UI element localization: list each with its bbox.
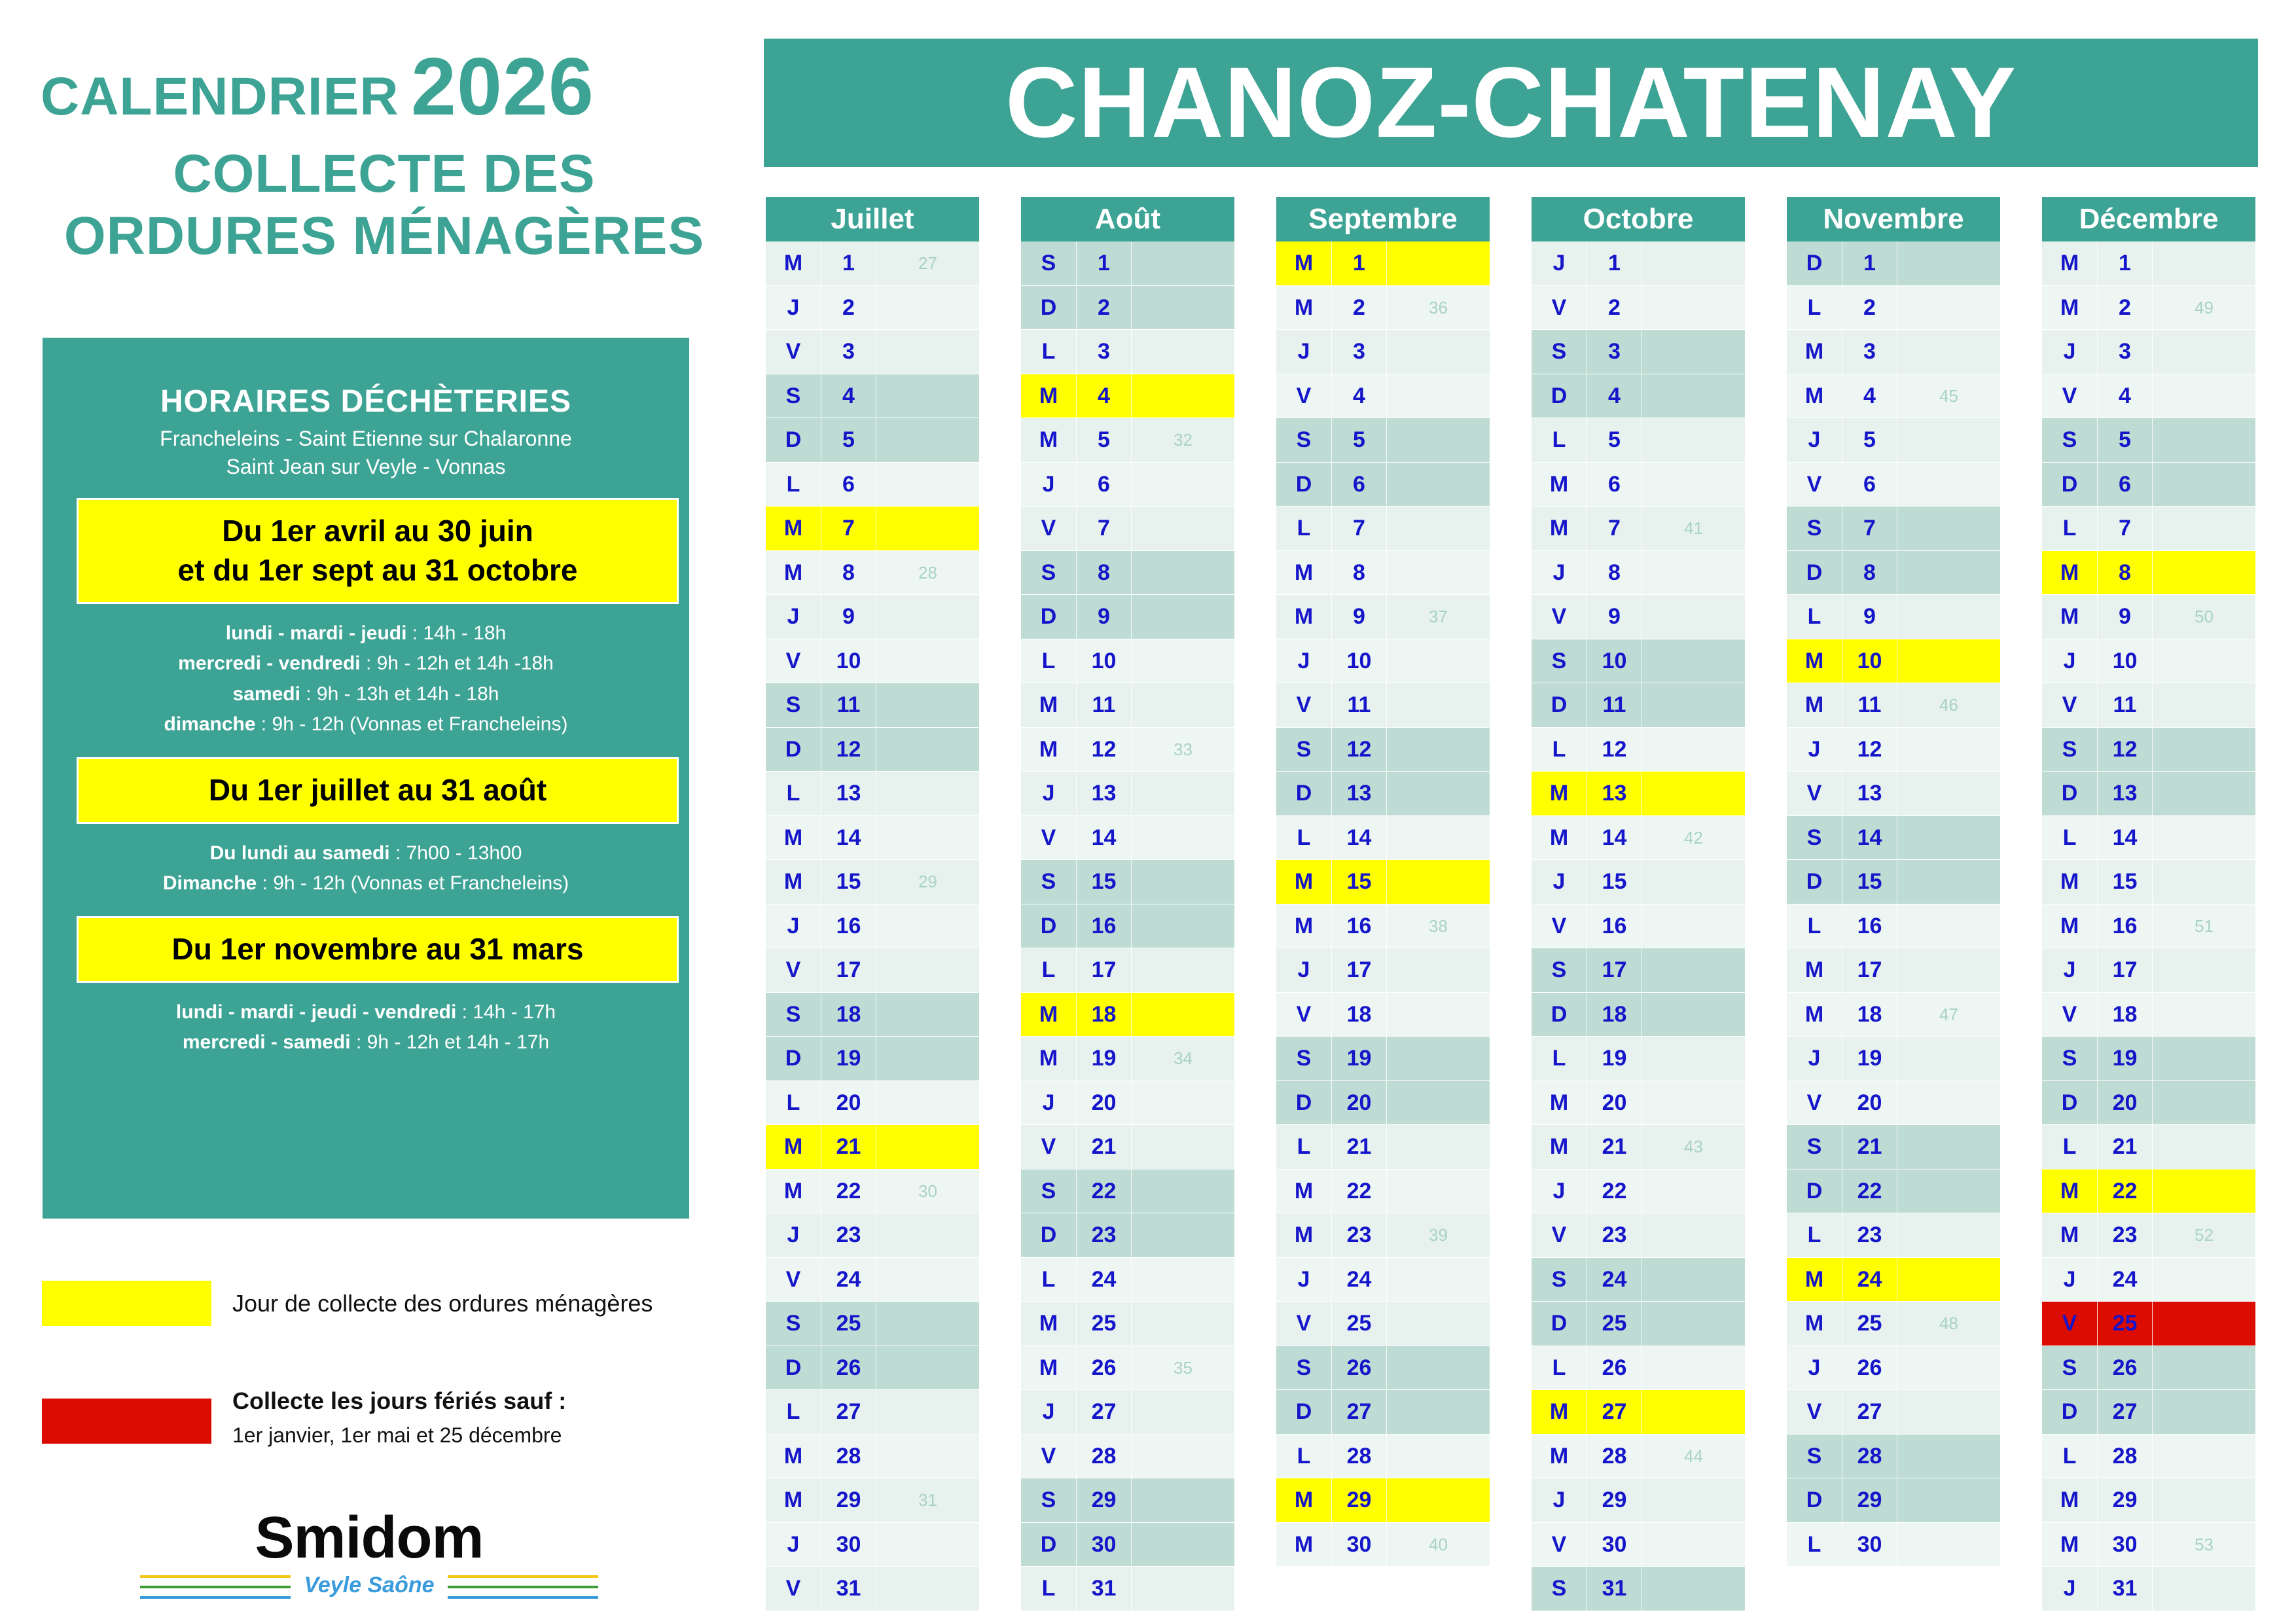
svg-text:Veyle Saône: Veyle Saône (304, 1573, 434, 1597)
